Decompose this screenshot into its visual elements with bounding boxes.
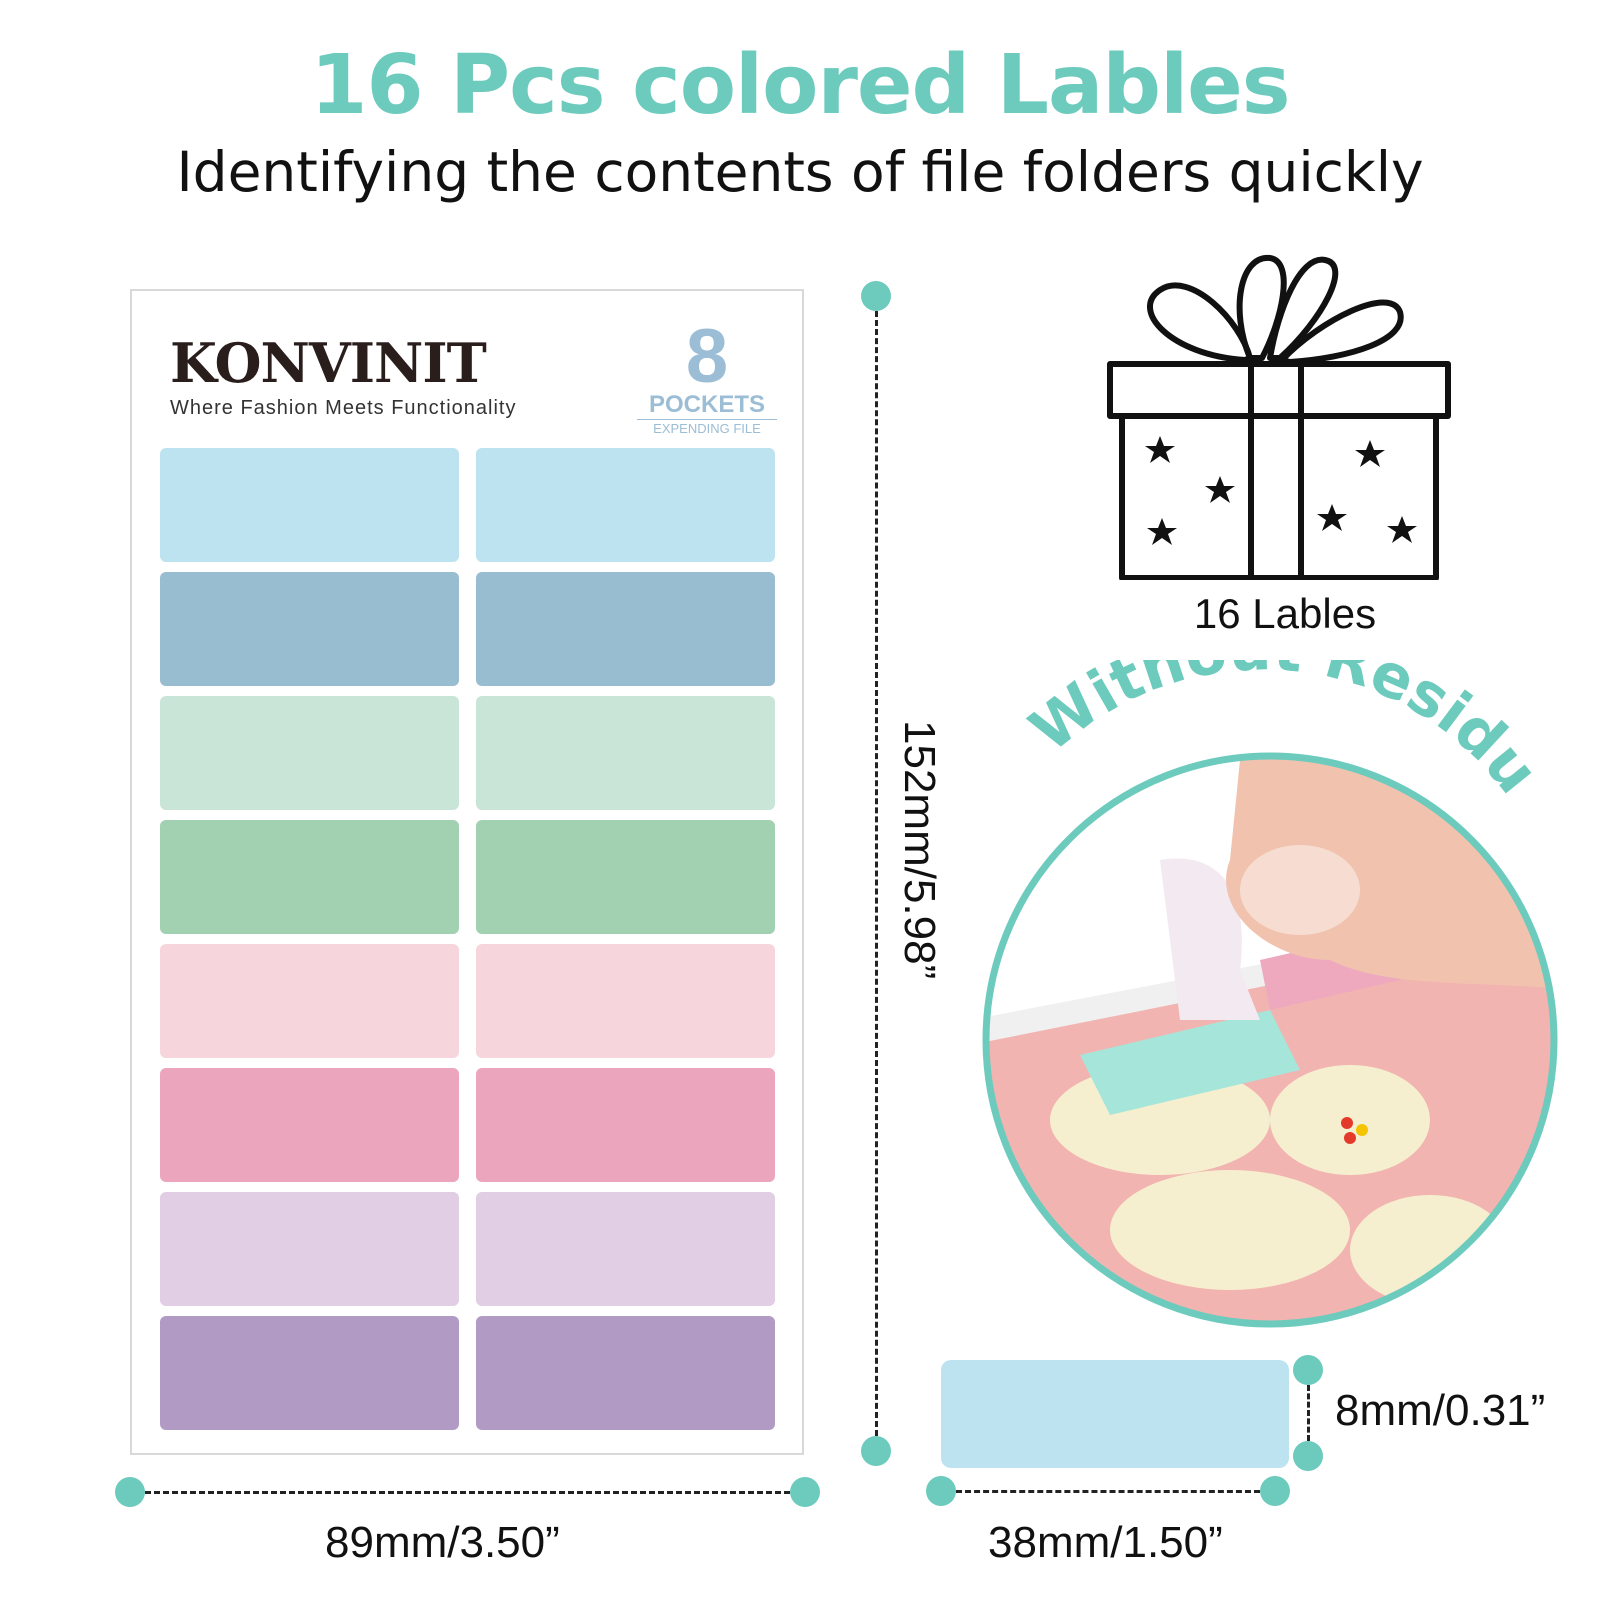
sheet-height-text: 152mm/5.98” bbox=[895, 720, 944, 980]
dimension-dot bbox=[115, 1477, 145, 1507]
label-sticker bbox=[160, 572, 459, 686]
pockets-subtext: EXPENDING FILE bbox=[637, 419, 777, 436]
pockets-number: 8 bbox=[685, 314, 729, 399]
brand-logo: KONVINIT bbox=[170, 331, 487, 395]
label-sticker bbox=[476, 696, 775, 810]
label-sticker bbox=[476, 1068, 775, 1182]
label-sticker bbox=[160, 1316, 459, 1430]
sheet-width-text: 89mm/3.50” bbox=[325, 1518, 560, 1567]
label-sticker bbox=[476, 1192, 775, 1306]
label-sticker bbox=[160, 448, 459, 562]
height-dashed-line bbox=[875, 311, 878, 1436]
label-sticker bbox=[476, 572, 775, 686]
label-sticker bbox=[160, 1068, 459, 1182]
dimension-dot bbox=[861, 1436, 891, 1466]
label-sticker bbox=[160, 944, 459, 1058]
dimension-dot bbox=[1260, 1476, 1290, 1506]
residue-photo: Without Residue bbox=[950, 605, 1570, 1340]
label-width-text: 38mm/1.50” bbox=[988, 1518, 1223, 1567]
width-dashed-line bbox=[145, 1491, 790, 1494]
gift-box-icon bbox=[1100, 250, 1460, 581]
page-subtitle: Identifying the contents of file folders… bbox=[176, 140, 1424, 204]
brand-tagline: Where Fashion Meets Functionality bbox=[170, 397, 517, 419]
label-height-text: 8mm/0.31” bbox=[1335, 1386, 1546, 1435]
label-sticker bbox=[160, 1192, 459, 1306]
label-sticker bbox=[476, 944, 775, 1058]
dimension-dot bbox=[1293, 1355, 1323, 1385]
pockets-word: POCKETS bbox=[648, 391, 765, 418]
label-sticker bbox=[160, 820, 459, 934]
label-sticker bbox=[160, 696, 459, 810]
label-sticker bbox=[476, 820, 775, 934]
label-sticker bbox=[476, 448, 775, 562]
page-title: 16 Pcs colored Lables bbox=[310, 38, 1290, 133]
dimension-dot bbox=[1293, 1441, 1323, 1471]
label-sticker bbox=[476, 1316, 775, 1430]
label-width-dashed-line bbox=[956, 1490, 1260, 1493]
gift-caption: 16 Lables bbox=[1193, 590, 1377, 637]
dimension-dot bbox=[790, 1477, 820, 1507]
single-label-swatch bbox=[941, 1360, 1289, 1468]
label-height-dashed-line bbox=[1307, 1385, 1310, 1441]
dimension-dot bbox=[861, 281, 891, 311]
label-sheet: KONVINIT Where Fashion Meets Functionali… bbox=[130, 289, 804, 1455]
dimension-dot bbox=[926, 1476, 956, 1506]
